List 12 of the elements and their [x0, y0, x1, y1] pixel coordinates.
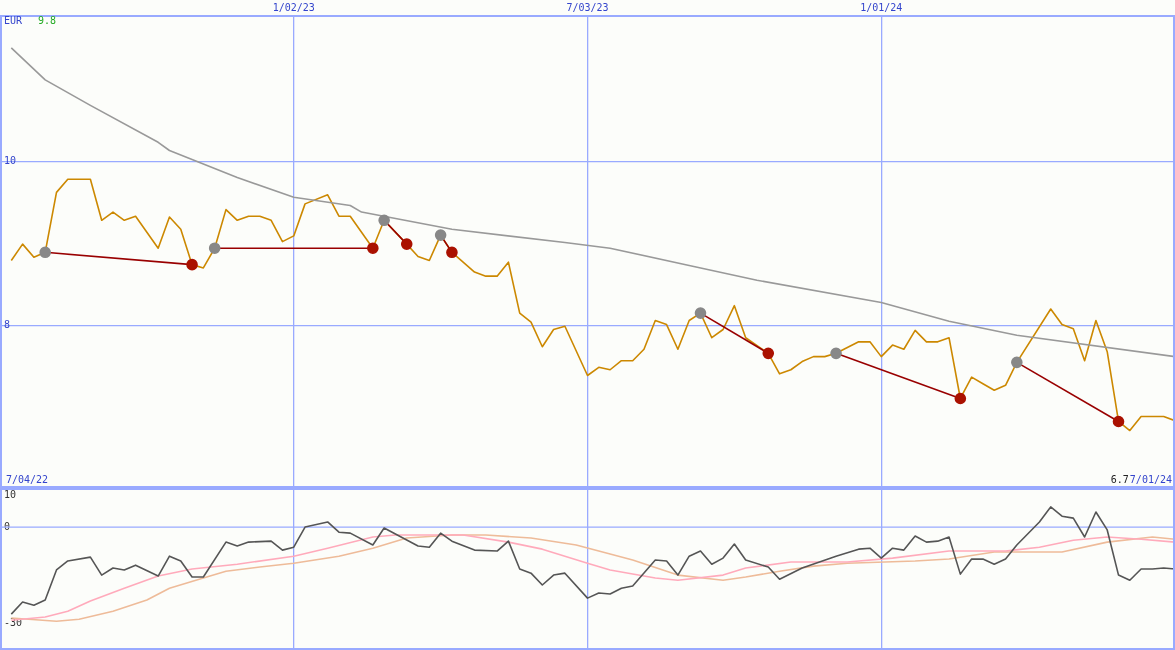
y-tick-label: 0 — [4, 520, 11, 532]
x-tick-label: 7/03/23 — [566, 1, 609, 13]
x-tick-label: 1/01/24 — [860, 1, 903, 13]
annotation: 7/04/22 — [6, 473, 49, 485]
x-tick-label: 1/02/23 — [272, 1, 315, 13]
y-tick-label: 10 — [4, 154, 17, 166]
y-axis-title: EUR — [4, 14, 24, 26]
annotation: 7/01/24 — [1129, 473, 1172, 485]
y-tick-label: 10 — [4, 488, 17, 500]
annotation: 6.7 — [1110, 473, 1129, 485]
annotation: 9.8 — [38, 14, 57, 26]
y-tick-label: 8 — [4, 319, 11, 330]
